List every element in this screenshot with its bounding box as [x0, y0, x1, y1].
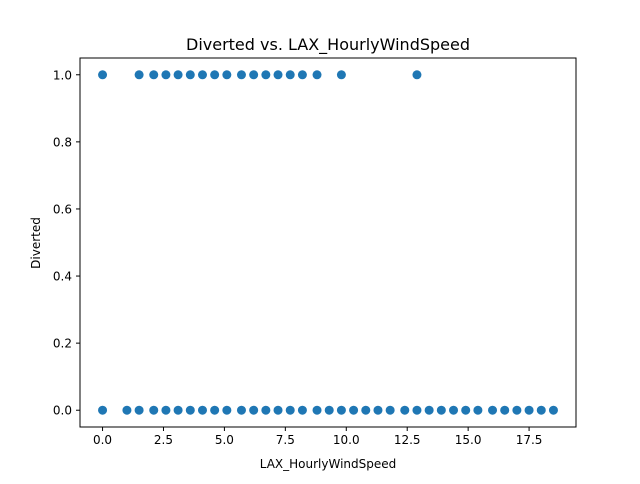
x-axis-label: LAX_HourlyWindSpeed [260, 457, 397, 471]
x-tick-label: 15.0 [455, 433, 482, 447]
data-point [400, 405, 410, 415]
data-point [197, 405, 207, 415]
data-point [424, 405, 434, 415]
plot-frame [79, 57, 577, 428]
data-point [449, 405, 459, 415]
data-point [324, 405, 334, 415]
data-point [222, 70, 232, 80]
y-tick-label: 0.2 [53, 337, 72, 351]
data-point [236, 405, 246, 415]
data-point [488, 405, 498, 415]
data-point [312, 70, 322, 80]
x-tick-label: 17.5 [516, 433, 543, 447]
chart-title: Diverted vs. LAX_HourlyWindSpeed [186, 35, 470, 55]
data-point [134, 70, 144, 80]
x-axis: 0.0 2.5 5.0 7.5 10.0 12.5 15.0 17.5 [93, 427, 542, 447]
data-point [122, 405, 132, 415]
data-point [173, 70, 183, 80]
y-tick-label: 0.8 [53, 135, 72, 149]
data-point [98, 70, 108, 80]
data-point [385, 405, 395, 415]
data-point [173, 405, 183, 415]
data-point [197, 70, 207, 80]
data-point [373, 405, 383, 415]
data-point [185, 405, 195, 415]
data-point [261, 405, 271, 415]
data-point [297, 70, 307, 80]
data-point [361, 405, 371, 415]
y-axis-label: Diverted [29, 217, 43, 269]
data-point [222, 405, 232, 415]
data-point [149, 405, 159, 415]
data-point [512, 405, 522, 415]
data-point [524, 405, 534, 415]
data-point [249, 405, 259, 415]
x-tick-label: 5.0 [215, 433, 234, 447]
data-point [149, 70, 159, 80]
data-point [98, 405, 108, 415]
data-point [436, 405, 446, 415]
data-point [161, 70, 171, 80]
data-point [461, 405, 471, 415]
data-point [412, 405, 422, 415]
data-point [336, 405, 346, 415]
points-layer [98, 70, 558, 415]
data-point [349, 405, 359, 415]
data-point [336, 70, 346, 80]
y-tick-label: 0.6 [53, 202, 72, 216]
x-tick-label: 12.5 [394, 433, 421, 447]
data-point [500, 405, 510, 415]
data-point [249, 70, 259, 80]
data-point [210, 70, 220, 80]
data-point [548, 405, 558, 415]
data-point [161, 405, 171, 415]
data-point [285, 405, 295, 415]
data-point [185, 70, 195, 80]
data-point [273, 70, 283, 80]
data-point [134, 405, 144, 415]
data-point [473, 405, 483, 415]
data-point [297, 405, 307, 415]
data-point [536, 405, 546, 415]
data-point [210, 405, 220, 415]
data-point [273, 405, 283, 415]
data-point [285, 70, 295, 80]
y-tick-label: 1.0 [53, 68, 72, 82]
data-point [236, 70, 246, 80]
data-point [412, 70, 422, 80]
y-tick-label: 0.4 [53, 270, 72, 284]
x-tick-label: 10.0 [333, 433, 360, 447]
x-tick-label: 2.5 [154, 433, 173, 447]
data-point [312, 405, 322, 415]
data-point [261, 70, 271, 80]
x-tick-label: 7.5 [276, 433, 295, 447]
y-tick-label: 0.0 [53, 404, 72, 418]
x-tick-label: 0.0 [93, 433, 112, 447]
y-axis: 0.0 0.2 0.4 0.6 0.8 1.0 [53, 68, 80, 418]
